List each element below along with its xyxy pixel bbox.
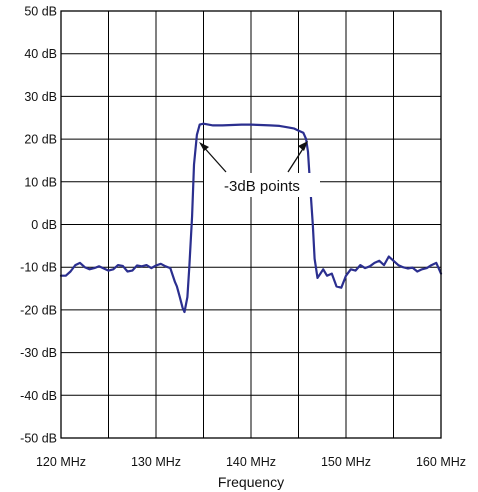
x-tick-label: 120 MHz xyxy=(36,455,86,469)
annotation-label-background xyxy=(204,173,320,197)
y-tick-label: 20 dB xyxy=(24,133,57,147)
x-tick-label: 150 MHz xyxy=(321,455,371,469)
annotation-3db: -3dB points xyxy=(199,141,320,197)
x-tick-label: 140 MHz xyxy=(226,455,276,469)
annotation-arrowhead-right xyxy=(298,141,308,151)
x-tick-label: 130 MHz xyxy=(131,455,181,469)
annotation-label: -3dB points xyxy=(224,178,300,195)
y-tick-label: 10 dB xyxy=(24,175,57,189)
response-curve-line xyxy=(59,122,443,314)
x-axis-title: Frequency xyxy=(218,474,284,490)
y-tick-label: 30 dB xyxy=(24,90,57,104)
y-tick-label: 0 dB xyxy=(31,218,57,232)
y-tick-label: 40 dB xyxy=(24,47,57,61)
y-tick-label: -40 dB xyxy=(20,389,57,403)
x-tick-label: 160 MHz xyxy=(416,455,466,469)
y-tick-label: -20 dB xyxy=(20,303,57,317)
x-axis-tick-labels: 120 MHz 130 MHz 140 MHz 150 MHz 160 MHz xyxy=(36,455,466,469)
y-tick-label: 50 dB xyxy=(24,5,57,19)
annotation-arrowhead-left xyxy=(199,142,209,151)
y-axis-tick-labels: 50 dB 40 dB 30 dB 20 dB 10 dB 0 dB -10 dB -20 d… xyxy=(20,5,57,446)
y-tick-label: -10 dB xyxy=(20,261,57,275)
y-tick-label: -30 dB xyxy=(20,346,57,360)
plot-frame xyxy=(60,10,442,439)
y-tick-label: -50 dB xyxy=(20,432,57,446)
